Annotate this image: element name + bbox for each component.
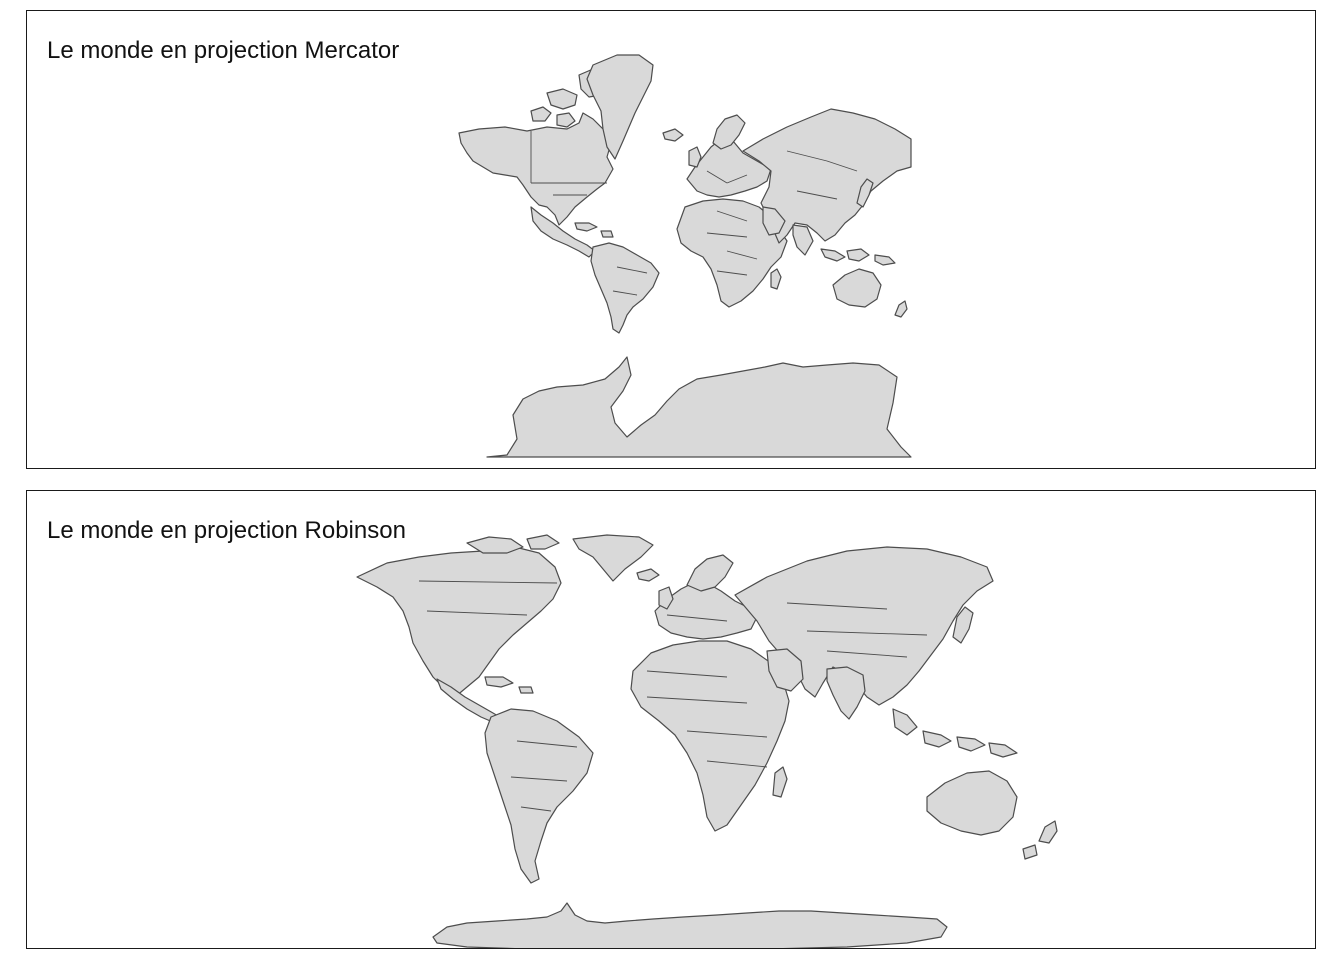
landmass-indonesia bbox=[892, 708, 1018, 758]
landmass-greenland bbox=[572, 534, 654, 582]
landmass-arctic-islands bbox=[466, 534, 560, 554]
landmass-africa bbox=[676, 198, 788, 308]
country-borders-mercator bbox=[530, 131, 858, 296]
landmass-japan bbox=[952, 606, 974, 644]
landmass-madagascar bbox=[772, 766, 788, 798]
landmass-antarctica bbox=[432, 902, 948, 948]
panel-title-robinson: Le monde en projection Robinson bbox=[47, 517, 406, 544]
landmass-australia bbox=[926, 770, 1018, 836]
landmass-caribbean bbox=[574, 222, 614, 238]
landmass-greenland bbox=[586, 54, 654, 160]
landmass-caribbean bbox=[484, 676, 534, 694]
map-panel-mercator: Le monde en projection Mercator bbox=[26, 10, 1316, 469]
landmass-british-isles bbox=[662, 128, 702, 168]
landmass-australia bbox=[832, 268, 882, 308]
map-panel-robinson: Le monde en projection Robinson bbox=[26, 490, 1316, 949]
landmass-antarctica bbox=[486, 356, 912, 458]
world-map-mercator bbox=[458, 54, 912, 458]
landmass-south-asia bbox=[762, 206, 814, 256]
landmass-new-zealand bbox=[894, 300, 908, 318]
landmass-north-america bbox=[458, 112, 614, 226]
country-borders-robinson bbox=[418, 580, 928, 812]
landmass-india bbox=[826, 666, 866, 720]
landmass-scandinavia bbox=[686, 554, 734, 592]
landmass-japan bbox=[856, 178, 874, 208]
landmass-south-america bbox=[590, 242, 660, 334]
landmass-south-america bbox=[484, 708, 594, 884]
landmass-new-zealand bbox=[1022, 820, 1058, 860]
landmass-arabia bbox=[766, 648, 804, 692]
world-map-robinson bbox=[356, 534, 1058, 948]
landmass-madagascar bbox=[770, 268, 782, 290]
landmass-british-isles bbox=[636, 568, 674, 610]
landmass-north-america bbox=[356, 546, 562, 698]
landmass-africa bbox=[630, 640, 790, 832]
panel-title-mercator: Le monde en projection Mercator bbox=[47, 37, 400, 64]
landmass-scandinavia bbox=[712, 114, 746, 150]
landmass-indonesia bbox=[820, 248, 896, 266]
